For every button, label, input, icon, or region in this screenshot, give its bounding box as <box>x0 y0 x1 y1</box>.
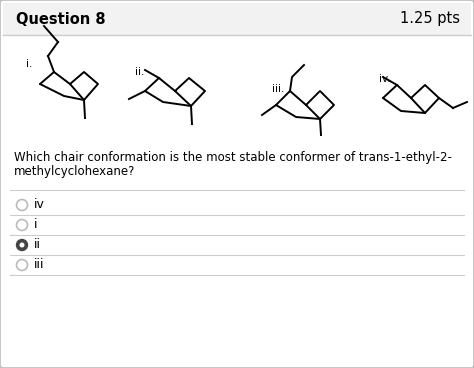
Circle shape <box>19 243 25 248</box>
Text: methylcyclohexane?: methylcyclohexane? <box>14 166 136 178</box>
Text: iii: iii <box>34 258 45 272</box>
Text: iii.: iii. <box>272 84 284 94</box>
Text: Which chair conformation is the most stable conformer of trans-1-ethyl-2-: Which chair conformation is the most sta… <box>14 152 452 164</box>
Text: ii: ii <box>34 238 41 251</box>
Text: iv: iv <box>34 198 45 212</box>
Circle shape <box>17 240 27 251</box>
Text: iv.: iv. <box>379 74 391 84</box>
Text: i: i <box>34 219 37 231</box>
Circle shape <box>17 219 27 230</box>
Text: ii.: ii. <box>135 67 145 77</box>
Circle shape <box>17 199 27 210</box>
Text: 1.25 pts: 1.25 pts <box>400 11 460 26</box>
Bar <box>3 3 471 35</box>
Circle shape <box>17 259 27 270</box>
Text: Question 8: Question 8 <box>16 11 106 26</box>
Text: i.: i. <box>26 59 32 69</box>
